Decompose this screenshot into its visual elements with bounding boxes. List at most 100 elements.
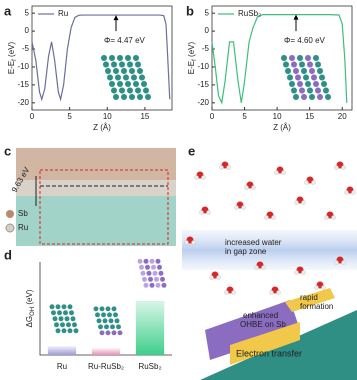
atom — [103, 324, 110, 330]
water-molecules — [184, 161, 356, 295]
atom — [50, 309, 57, 316]
arrow-head — [293, 14, 299, 20]
gap-zone — [182, 230, 357, 270]
atom — [298, 61, 306, 68]
atom — [108, 80, 116, 88]
sb-layer — [16, 148, 176, 180]
atom — [286, 74, 294, 81]
atom — [136, 67, 144, 75]
hydrogen — [321, 285, 326, 290]
panel-label: e — [188, 143, 195, 158]
bar-fade — [47, 346, 77, 355]
y-label-sub: f — [192, 59, 198, 61]
atom — [138, 74, 146, 81]
panel-label: b — [186, 3, 194, 18]
bar-fade — [135, 301, 165, 355]
arrow-head — [113, 15, 119, 21]
hydrogen — [301, 200, 306, 205]
hydrogen — [209, 275, 214, 280]
label: increased water — [225, 238, 282, 247]
atom — [109, 324, 116, 330]
hydrogen — [344, 190, 349, 195]
atom — [144, 93, 152, 101]
atom — [296, 80, 304, 88]
atom — [304, 80, 312, 88]
plot-frame — [211, 5, 353, 111]
hydrogen — [264, 215, 269, 220]
atom — [296, 54, 304, 62]
hydrogen — [294, 270, 299, 275]
y-tick-label: 5 — [205, 8, 210, 17]
atom — [61, 303, 67, 310]
atom — [292, 93, 300, 101]
plot-frame — [31, 5, 173, 111]
panel-label: a — [4, 3, 12, 18]
atom — [67, 327, 73, 334]
hydrogen — [334, 165, 339, 170]
atom — [100, 54, 108, 62]
atom — [150, 264, 157, 271]
atom — [308, 67, 316, 75]
atom — [111, 306, 117, 312]
hydrogen — [241, 205, 246, 210]
atom — [322, 87, 330, 94]
hydrogen — [199, 210, 204, 215]
atom — [302, 74, 310, 81]
y-tick-label: -20 — [17, 98, 29, 107]
hydrogen — [194, 175, 199, 180]
hydrogen — [184, 240, 189, 245]
y-label-sub: OH — [30, 307, 36, 316]
y-tick-label: -10 — [17, 62, 29, 71]
atom — [118, 61, 126, 68]
atom — [312, 54, 320, 62]
atom — [99, 330, 105, 336]
hydrogen — [276, 290, 281, 295]
y-label-main: E-E — [187, 61, 196, 74]
atom — [67, 303, 73, 310]
x-tick-label: Ru-RuSb₂ — [88, 362, 124, 371]
atom — [130, 74, 138, 81]
atom — [136, 93, 144, 101]
atom — [141, 276, 148, 283]
atom — [306, 61, 314, 68]
atom — [324, 93, 332, 101]
atom — [161, 282, 167, 289]
atom — [55, 327, 61, 334]
atom — [116, 80, 124, 88]
atom — [288, 54, 296, 62]
atom — [132, 80, 140, 88]
atom — [320, 80, 328, 88]
atom — [114, 74, 122, 81]
atom — [124, 54, 132, 62]
hydrogen — [324, 215, 329, 220]
hydrogen — [226, 165, 231, 170]
atom — [314, 87, 322, 94]
x-tick-label: 15 — [140, 112, 149, 121]
y-axis-label: E-Ef (eV) — [187, 41, 197, 74]
atom — [59, 321, 66, 328]
atom — [158, 270, 164, 277]
highlight-box — [39, 169, 169, 245]
atom — [58, 315, 64, 322]
atom — [288, 80, 296, 88]
label: Electron transfer — [236, 348, 302, 358]
hydrogen — [304, 180, 309, 185]
charge-density — [16, 196, 176, 246]
atom — [100, 312, 107, 318]
atom — [147, 276, 154, 283]
atom — [316, 67, 324, 75]
atom — [308, 93, 316, 101]
x-tick-label: 20 — [338, 112, 347, 121]
y-tick-label: -15 — [197, 80, 209, 89]
x-axis-label: Z (Å) — [273, 123, 291, 132]
y-label-unit: (eV) — [7, 41, 16, 59]
y-tick-label: 5 — [25, 8, 30, 17]
atom — [298, 87, 306, 94]
x-tick-label: 10 — [273, 112, 282, 121]
label: rapid — [300, 293, 318, 302]
hydrogen — [314, 285, 319, 290]
x-tick-label: 5 — [67, 112, 72, 121]
atom — [108, 54, 116, 62]
y-axis-label: ΔGOH (eV) — [25, 289, 35, 327]
axes — [39, 262, 172, 356]
